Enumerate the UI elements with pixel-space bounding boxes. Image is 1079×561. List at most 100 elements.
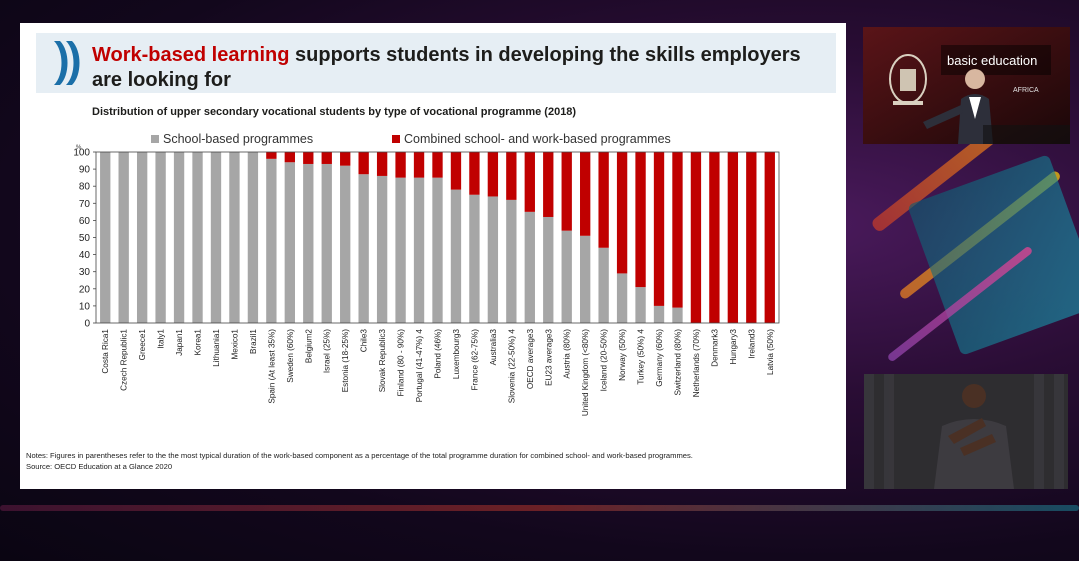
bar-combined <box>340 152 351 166</box>
bar-school-based <box>598 247 609 323</box>
legend-swatch <box>392 135 400 143</box>
x-tick-label: Mexico1 <box>230 329 239 360</box>
title-band <box>36 33 836 93</box>
x-tick-label: Czech Republic1 <box>120 329 129 391</box>
x-tick-label: Luxembourg3 <box>452 329 461 380</box>
bar-school-based <box>672 307 683 323</box>
bar-combined <box>432 152 443 178</box>
bar-school-based <box>635 287 646 323</box>
bar-school-based <box>450 189 462 323</box>
stacked-bar-chart: School-based programmes Combined school- … <box>73 132 780 416</box>
bar-combined <box>469 152 480 195</box>
bar-school-based <box>395 177 406 323</box>
bar-school-based <box>413 177 425 323</box>
x-tick-label: Switzerland (80%) <box>673 329 682 396</box>
chart-subtitle: Distribution of upper secondary vocation… <box>92 106 577 118</box>
coat-of-arms-icon <box>889 54 927 105</box>
bar-school-based <box>524 211 535 323</box>
speaker-scene-icon: basic education AFRICA <box>863 27 1070 144</box>
bar-combined <box>524 152 535 212</box>
bar-school-based <box>155 152 166 323</box>
bar-school-based <box>432 177 443 323</box>
y-tick-label: 50 <box>79 233 91 244</box>
bar-school-based <box>210 152 222 323</box>
bar-school-based <box>561 230 572 323</box>
x-tick-label: Italy1 <box>157 329 166 349</box>
bar-combined <box>727 152 739 323</box>
x-tick-label: Turkey (50%) 4 <box>637 329 646 385</box>
x-tick-label: Brazil1 <box>249 329 258 354</box>
bar-combined <box>543 152 554 217</box>
y-tick-label: 0 <box>84 319 90 330</box>
x-tick-label: Austria (80%) <box>563 329 572 379</box>
bar-school-based <box>340 165 351 323</box>
x-tick-label: United Kingdom (<80%) <box>581 329 590 416</box>
x-tick-label: Netherlands (70%) <box>692 329 701 398</box>
bar-combined <box>672 152 683 308</box>
bar-combined <box>746 152 757 323</box>
bar-combined <box>616 152 628 274</box>
x-tick-label: Germany (60%) <box>655 329 664 387</box>
x-tick-label: Chile3 <box>360 329 369 353</box>
bar-school-based <box>247 152 259 323</box>
bar-combined <box>266 152 277 159</box>
bar-school-based <box>303 163 314 323</box>
x-tick-label: Slovak Republic3 <box>378 329 387 393</box>
x-tick-label: Latvia (50%) <box>766 329 775 375</box>
x-tick-label: Estonia (18-25%) <box>341 329 350 393</box>
bar-combined <box>376 152 388 176</box>
bar-combined <box>580 152 591 236</box>
bar-school-based <box>136 152 148 323</box>
bar-school-based <box>321 163 332 323</box>
x-tick-label: Japan1 <box>175 329 184 356</box>
x-tick-label: Slovenia (22-50%) 4 <box>507 329 516 404</box>
bar-combined <box>413 152 425 178</box>
interpreter-person-icon <box>934 384 1014 489</box>
bar-combined <box>284 152 295 163</box>
bar-combined <box>450 152 462 190</box>
speaker-banner-text: basic education <box>947 53 1037 68</box>
y-tick-label: 70 <box>79 199 91 210</box>
slide-title-highlight: Work-based learning <box>92 44 290 66</box>
x-tick-label: Norway (50%) <box>618 329 627 381</box>
slide-title-rest: supports students in developing the skil… <box>92 44 801 91</box>
presentation-slide: Work-based learning supports students in… <box>20 23 846 489</box>
x-tick-label: Belgium2 <box>304 329 313 364</box>
speaker-video: basic education AFRICA <box>863 27 1070 144</box>
x-tick-label: Finland (80 - 90%) <box>397 329 406 397</box>
legend-swatch <box>151 135 159 143</box>
bar-combined <box>653 152 665 306</box>
bar-school-based <box>192 152 203 323</box>
x-tick-label: Sweden (60%) <box>286 329 295 383</box>
x-tick-label: Greece1 <box>138 329 147 361</box>
y-tick-label: 20 <box>79 284 91 295</box>
bar-school-based <box>173 152 185 323</box>
x-tick-label: Iceland (20-50%) <box>600 329 609 392</box>
y-tick-label: 60 <box>79 216 91 227</box>
bar-combined <box>395 152 406 178</box>
bar-school-based <box>100 152 111 323</box>
bar-combined <box>561 152 572 231</box>
x-tick-label: France (62-75%) <box>470 329 479 391</box>
bar-school-based <box>266 158 277 323</box>
oecd-logo-icon <box>54 41 80 85</box>
bar-combined <box>358 152 369 175</box>
x-tick-label: EU23 average3 <box>544 329 553 386</box>
x-tick-label: Ireland3 <box>747 329 756 359</box>
y-axis-label: % <box>76 145 82 151</box>
x-tick-label: Lithuania1 <box>212 329 221 367</box>
bar-school-based <box>229 152 240 323</box>
bar-school-based <box>358 174 369 323</box>
bar-combined <box>709 152 720 323</box>
bar-school-based <box>118 152 129 323</box>
bar-combined <box>764 152 775 323</box>
bar-combined <box>487 152 499 197</box>
bar-combined <box>635 152 646 288</box>
speaker-banner-sub: AFRICA <box>1013 87 1039 94</box>
bar-combined <box>598 152 609 248</box>
notes-text: Notes: Figures in parentheses refer to t… <box>26 451 693 460</box>
bar-school-based <box>580 235 591 323</box>
y-tick-label: 40 <box>79 250 91 261</box>
bar-combined <box>303 152 314 164</box>
x-tick-label: Denmark3 <box>710 329 719 367</box>
